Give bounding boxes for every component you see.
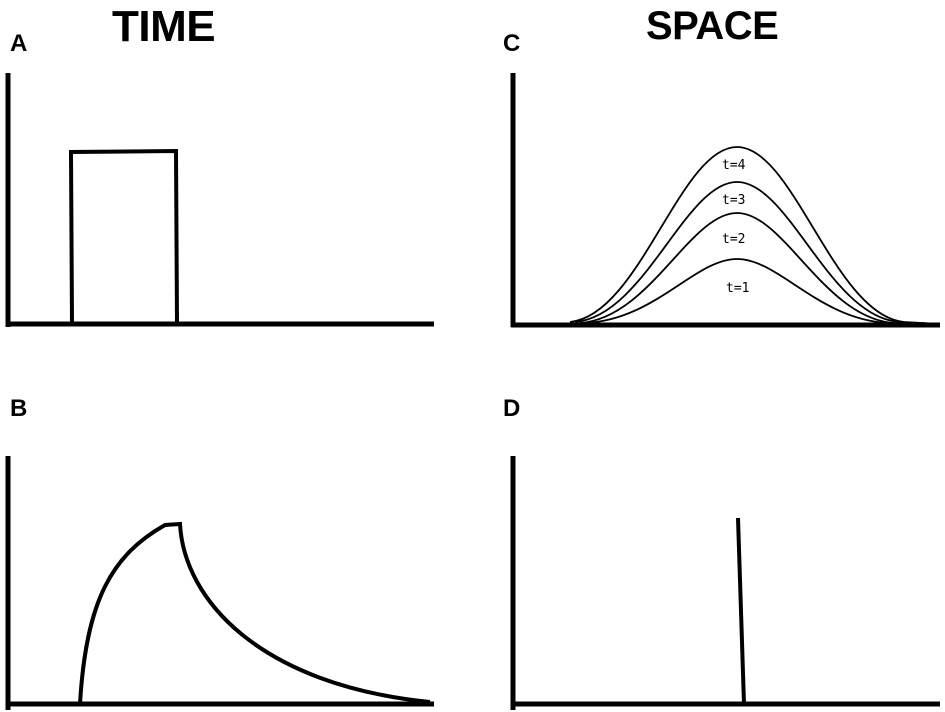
curve-t1 bbox=[584, 258, 941, 325]
curve-label-t4: t=4 bbox=[722, 158, 746, 173]
panel-a bbox=[5, 73, 434, 327]
panel-b bbox=[5, 456, 434, 710]
curve-t3 bbox=[574, 181, 941, 325]
panel-label-a: A bbox=[10, 30, 28, 57]
curve-label-t1: t=1 bbox=[726, 281, 749, 296]
panel-b-response-curve bbox=[78, 521, 431, 705]
time-title: TIME bbox=[112, 2, 216, 51]
curve-label-t3: t=3 bbox=[722, 193, 745, 208]
curve-label-t2: t=2 bbox=[722, 232, 745, 247]
curve-t4 bbox=[569, 146, 941, 325]
panel-label-d: D bbox=[503, 395, 521, 422]
panel-label-c: C bbox=[503, 30, 521, 57]
panel-d-impulse bbox=[736, 517, 746, 705]
panel-label-b: B bbox=[10, 395, 28, 422]
panel-c: t=4 t=3 t=2 t=1 bbox=[510, 73, 941, 328]
curve-t2 bbox=[579, 212, 941, 325]
panel-d bbox=[510, 456, 940, 710]
panel-a-pulse bbox=[68, 148, 179, 325]
space-title: SPACE bbox=[646, 4, 779, 48]
